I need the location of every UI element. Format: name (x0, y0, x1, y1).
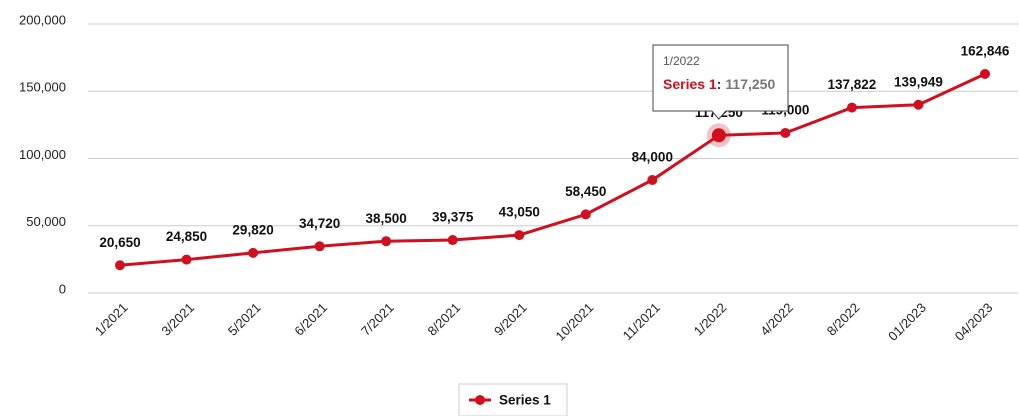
data-point (381, 236, 392, 247)
data-point (314, 241, 325, 252)
data-point (514, 230, 525, 241)
data-label: 34,720 (299, 216, 340, 231)
x-tick-label: 01/2023 (885, 300, 929, 344)
y-tick-label: 0 (59, 281, 66, 296)
data-point (780, 127, 791, 138)
y-tick-label: 200,000 (19, 12, 66, 27)
data-label: 39,375 (432, 210, 474, 225)
x-tick-label: 10/2021 (552, 300, 596, 344)
data-label: 29,820 (232, 222, 273, 237)
tooltip-separator: : (717, 76, 722, 92)
data-point (913, 99, 924, 110)
data-point (580, 209, 591, 220)
data-label: 24,850 (166, 229, 207, 244)
data-label: 38,500 (366, 211, 407, 226)
data-label: 162,846 (961, 44, 1010, 59)
x-tick-label: 8/2022 (824, 300, 863, 339)
data-point (181, 254, 192, 265)
data-point (248, 247, 259, 258)
data-point (846, 102, 857, 113)
legend-label: Series 1 (499, 393, 551, 408)
x-tick-label: 11/2021 (620, 300, 663, 343)
legend-marker (475, 395, 485, 405)
tooltip-series: Series 1 (663, 76, 717, 92)
tooltip-value: 117,250 (725, 76, 775, 92)
y-tick-label: 100,000 (19, 147, 66, 162)
x-tick-label: 6/2021 (291, 300, 330, 339)
highlight-point (711, 128, 726, 143)
x-tick-label: 5/2021 (225, 300, 264, 339)
data-point (980, 68, 990, 79)
tooltip-body: Series 1: 117,250 (663, 76, 775, 92)
series-line (119, 72, 986, 267)
tooltip-box (652, 44, 789, 120)
x-tick-label: 1/2022 (691, 300, 730, 339)
x-tick-label: 4/2022 (757, 300, 796, 339)
data-label: 84,000 (632, 150, 673, 165)
y-tick-label: 50,000 (26, 214, 66, 229)
x-tick-label: 3/2021 (158, 300, 197, 339)
data-label: 137,822 (828, 77, 877, 92)
data-point (647, 175, 658, 186)
data-point (447, 235, 458, 246)
data-label: 58,450 (565, 184, 606, 199)
data-point (115, 260, 125, 271)
tooltip-title: 1/2022 (663, 54, 700, 68)
x-tick-label: 9/2021 (491, 300, 530, 339)
y-tick-label: 150,000 (19, 80, 66, 95)
data-label: 43,050 (499, 205, 540, 220)
x-tick-label: 8/2021 (425, 300, 464, 339)
x-tick-label: 04/2023 (952, 300, 996, 344)
data-label: 139,949 (894, 74, 943, 89)
x-tick-label: 7/2021 (358, 300, 397, 339)
x-tick-label: 1/2021 (92, 300, 131, 339)
data-label: 20,650 (99, 235, 140, 250)
